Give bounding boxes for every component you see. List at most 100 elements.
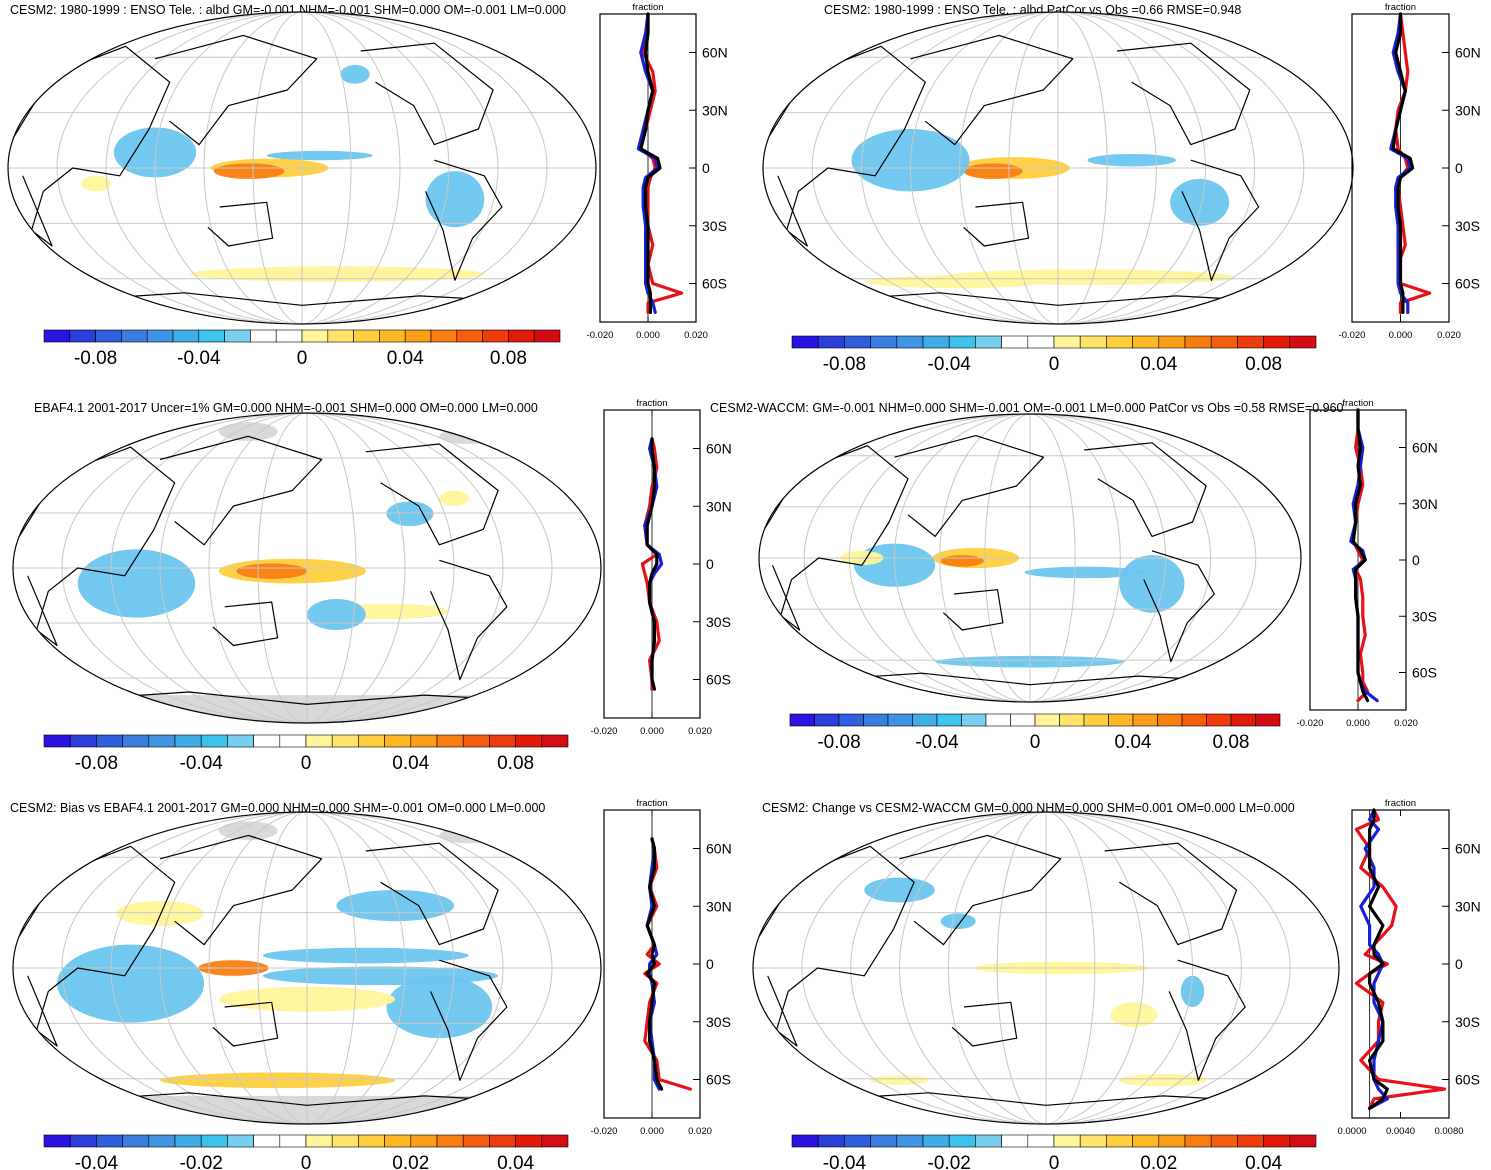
colorbar-swatch [1263, 335, 1291, 349]
zonal-mean-plot: fraction -0.020 0.000 0.020 60N 30N 0 30S 60S [591, 398, 732, 737]
world-map [12, 811, 602, 1125]
coastline [71, 691, 543, 705]
longitude-gridline [208, 413, 308, 723]
colorbar-swatch [1106, 335, 1133, 349]
x-tick-label: 0.000 [636, 330, 660, 341]
longitude-gridline [899, 812, 1047, 1124]
colorbar-swatch [148, 1134, 176, 1148]
colorbar-swatch [1210, 335, 1238, 349]
panel-p3: EBAF4.1 2001-2017 Uncer=1% GM=0.000 NHM=… [12, 398, 732, 774]
map-content [13, 413, 601, 723]
colorbar-swatch [456, 329, 483, 343]
colorbar-swatch [515, 1134, 543, 1148]
coastline [66, 292, 538, 306]
longitude-gridline [208, 812, 308, 1124]
colorbar: -0.08 -0.04 0 0.04 0.08 [789, 713, 1281, 753]
y-tick-label: 60S [1412, 665, 1437, 681]
colorbar-swatch [1210, 1134, 1238, 1148]
coastline [811, 1092, 1281, 1106]
longitude-gridline [1045, 812, 1291, 1124]
coastline [894, 435, 1045, 537]
colorbar-swatch [331, 734, 359, 748]
coastline [1143, 550, 1215, 663]
colorbar-swatch [200, 734, 228, 748]
coastline [768, 45, 926, 247]
coastline [71, 1092, 543, 1106]
anomaly-region-pale [115, 900, 205, 926]
longitude-gridline [1057, 12, 1206, 324]
coastline [1104, 842, 1238, 946]
panel-title: CESM2: Change vs CESM2-WACCM GM=0.000 NH… [762, 801, 1295, 815]
colorbar-swatch [508, 329, 535, 343]
longitude-gridline [1045, 812, 1193, 1124]
x-tick-label: 0.020 [688, 1126, 712, 1137]
colorbar-swatch [224, 329, 251, 343]
colorbar-swatch [358, 734, 385, 748]
y-tick-label: 60S [702, 276, 727, 292]
colorbar-label: 0.02 [392, 1153, 429, 1170]
coastline [365, 443, 499, 546]
colorbar: -0.04 -0.02 0 0.02 0.04 [791, 1134, 1317, 1170]
anomaly-region-cool [336, 890, 455, 922]
colorbar-swatch [327, 329, 354, 343]
anomaly-region-cool [262, 947, 469, 964]
world-map [758, 413, 1302, 703]
longitude-gridline [1057, 12, 1256, 324]
y-tick-label: 0 [706, 556, 714, 572]
colorbar-swatch [1132, 713, 1158, 727]
y-tick-label: 60S [1455, 276, 1480, 292]
colorbar-swatch [838, 713, 864, 727]
colorbar-label: -0.08 [75, 753, 118, 774]
coastline [763, 445, 909, 631]
colorbar-swatch [43, 329, 71, 343]
coastline [899, 834, 1062, 946]
colorbar-swatch [1027, 1134, 1055, 1148]
colorbar-swatch [146, 329, 174, 343]
x-tick-label: 0.000 [1389, 330, 1413, 341]
y-tick-label: 0 [1412, 552, 1420, 568]
coastline [424, 159, 503, 281]
colorbar-label: -0.04 [75, 1153, 119, 1170]
coastline [1168, 959, 1246, 1081]
series-line-combined [1368, 808, 1389, 1110]
y-tick-label: 30N [702, 102, 728, 118]
zonal-axis-label: fraction [636, 798, 667, 809]
colorbar-swatch [1230, 713, 1256, 727]
anomaly-region-cool [1024, 566, 1144, 579]
colorbar-swatch [896, 1134, 924, 1148]
longitude-gridline [61, 812, 308, 1124]
longitude-gridline [301, 12, 499, 324]
colorbar-swatch [275, 329, 303, 343]
coastline [910, 34, 1074, 146]
anomaly-region-cool [307, 599, 366, 630]
anomaly-region-hot [963, 163, 1023, 179]
coastline [951, 1001, 1018, 1047]
longitude-gridline [61, 413, 308, 723]
longitude-gridline [996, 812, 1047, 1124]
colorbar-swatch [301, 329, 329, 343]
colorbar-swatch [198, 329, 225, 343]
colorbar-swatch [379, 329, 406, 343]
colorbar-swatch [1157, 713, 1183, 727]
longitude-gridline [803, 414, 1031, 702]
x-tick-label: 0.000 [640, 1126, 664, 1137]
colorbar-swatch [817, 335, 845, 349]
colorbar-swatch [515, 734, 543, 748]
longitude-gridline [1057, 12, 1108, 324]
colorbar-swatch [384, 734, 412, 748]
longitude-gridline [306, 413, 357, 723]
colorbar-swatch [541, 734, 569, 748]
colorbar-label: -0.04 [915, 732, 959, 753]
coastline [429, 959, 508, 1081]
zonal-mean-plot: fraction -0.020 0.000 0.020 60N 30N 0 30S 60S [587, 2, 728, 341]
coastline [1181, 159, 1260, 281]
anomaly-region-pale [439, 490, 469, 506]
colorbar-swatch [250, 329, 277, 343]
colorbar-swatch [1079, 335, 1107, 349]
colorbar-swatch [922, 335, 950, 349]
longitude-gridline [801, 812, 1047, 1124]
longitude-gridline [306, 812, 357, 1124]
world-map [7, 11, 597, 325]
coastline [1116, 42, 1251, 146]
colorbar-label: -0.02 [180, 1153, 223, 1170]
